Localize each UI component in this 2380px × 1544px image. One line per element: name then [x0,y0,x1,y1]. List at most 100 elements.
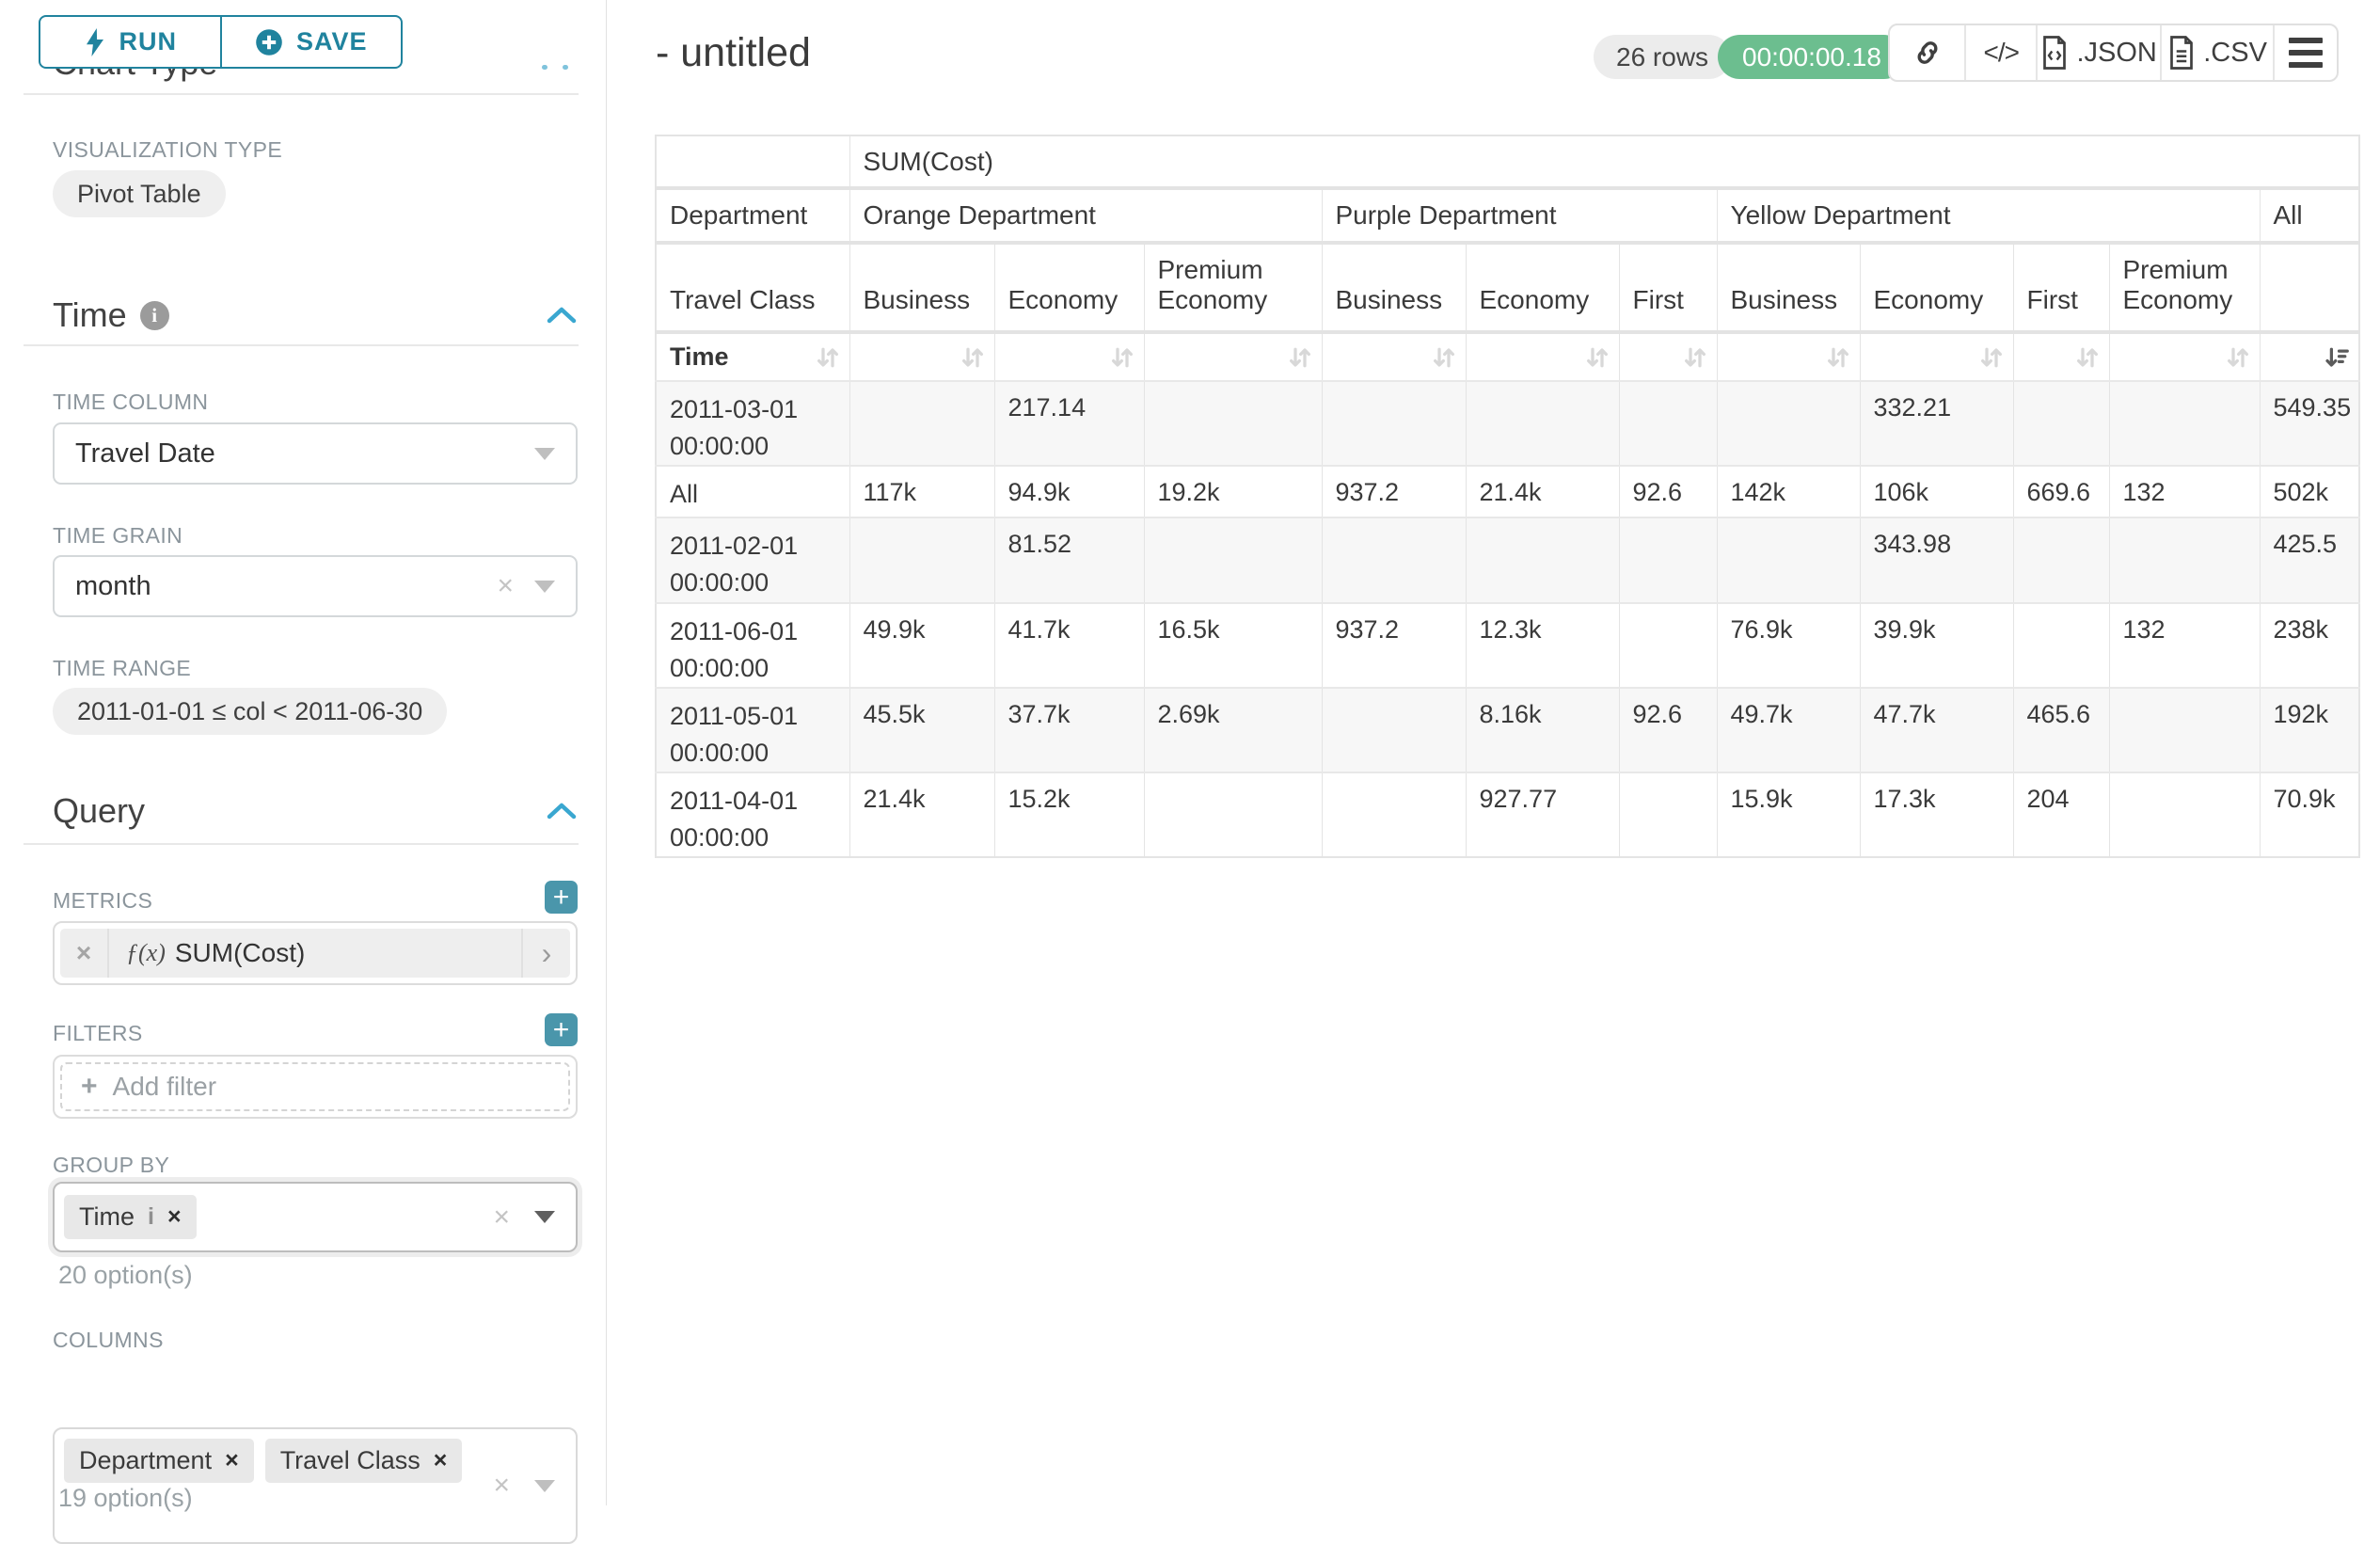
chip-label: Time [79,1202,135,1231]
chevron-right-icon[interactable]: › [521,929,570,978]
remove-chip-icon[interactable]: × [433,1447,448,1473]
column-sort-header[interactable] [1321,330,1466,381]
menu-button[interactable] [2272,25,2337,80]
sort-icon[interactable] [959,343,987,372]
time-column-select[interactable]: Travel Date [53,422,578,485]
filters-label: FILTERS [53,1021,143,1045]
value-cell [1618,601,1717,688]
group-by-select[interactable]: Time i × × [53,1182,578,1252]
column-sort-header[interactable] [1859,330,2013,381]
add-metric-button[interactable]: + [545,881,578,914]
column-sort-header[interactable] [1618,330,1717,381]
value-cell: 70.9k [2259,772,2359,858]
view-query-button[interactable]: </> [1964,25,2036,80]
value-cell [1143,772,1322,858]
pivot-table-container: SUM(Cost) Department Orange Department Purp… [655,135,2360,859]
value-cell [2108,686,2260,773]
remove-chip-icon[interactable]: × [225,1447,239,1473]
sort-icon[interactable] [2073,343,2102,372]
value-cell: 132 [2108,601,2260,688]
sort-desc-icon[interactable] [2323,343,2351,372]
sort-icon[interactable] [1977,343,2006,372]
sort-icon[interactable] [2224,343,2252,372]
value-cell: 45.5k [849,686,994,773]
metrics-label: METRICS [53,888,153,913]
run-button-label: RUN [119,27,177,56]
value-cell: 21.4k [1465,465,1619,518]
travel-class-header: First [2012,241,2109,332]
row-dimension-sort-header[interactable]: Time [656,330,849,381]
plus-icon: + [81,1071,98,1102]
clear-x-icon[interactable]: × [493,1470,510,1501]
travel-class-header [2259,241,2359,332]
value-cell: 15.2k [993,772,1144,858]
sort-icon[interactable] [1583,343,1611,372]
row-header: 2011-06-01 00:00:00 [656,601,849,688]
value-cell: 49.7k [1716,686,1860,773]
sort-icon[interactable] [814,343,842,372]
table-row: All 117k 94.9k 19.2k 937.2 21.4k 92.6 142k 106k 6… [656,465,2359,518]
time-grain-select[interactable]: month × [53,555,578,617]
group-by-chip-time[interactable]: Time i × [64,1195,197,1239]
remove-metric-icon[interactable]: × [60,929,109,978]
sort-icon[interactable] [1286,343,1314,372]
column-sort-header[interactable] [2259,330,2359,381]
query-section-title: Query [53,791,146,830]
divider [24,93,579,95]
metric-chip[interactable]: × ƒ(x) SUM(Cost) › [60,929,570,978]
column-sort-header[interactable] [1465,330,1619,381]
visualization-type-pill[interactable]: Pivot Table [53,170,226,217]
sort-icon[interactable] [1681,343,1709,372]
columns-chip-department[interactable]: Department × [64,1439,254,1483]
travel-class-header: Premium Economy [2108,241,2260,332]
value-cell: 94.9k [993,465,1144,518]
group-by-label: GROUP BY [53,1153,170,1177]
chart-title[interactable]: - untitled [656,30,811,75]
scroll-dots [563,65,568,70]
column-sort-header[interactable] [993,330,1144,381]
export-csv-button[interactable]: .CSV [2160,25,2273,80]
columns-chip-travel-class[interactable]: Travel Class × [264,1439,463,1483]
sort-icon[interactable] [1108,343,1136,372]
caret-down-icon [534,447,555,460]
time-range-pill[interactable]: 2011-01-01 ≤ col < 2011-06-30 [53,688,448,735]
value-cell [1716,517,1860,603]
row-header: All [656,465,849,518]
time-range-label: TIME RANGE [53,656,192,680]
chevron-up-icon[interactable] [546,305,578,326]
column-group-header: All [2259,186,2359,243]
add-filter-plus-button[interactable]: + [545,1013,578,1046]
column-sort-header[interactable] [849,330,994,381]
save-button[interactable]: SAVE [219,17,402,67]
value-cell: 16.5k [1143,601,1322,688]
query-timer-badge: 00:00:00.18 [1718,35,1906,79]
value-cell: 19.2k [1143,465,1322,518]
table-row: 2011-04-01 00:00:00 21.4k 15.2k 927.77 15.9k… [656,772,2359,858]
column-sort-header[interactable] [2108,330,2260,381]
info-icon[interactable]: i [139,300,169,330]
time-range-value: 2011-01-01 ≤ col < 2011-06-30 [77,696,423,725]
sort-icon[interactable] [1824,343,1852,372]
value-cell: 117k [849,465,994,518]
info-icon[interactable]: i [148,1203,154,1230]
value-cell: 332.21 [1859,379,2013,467]
column-sort-header[interactable] [1143,330,1322,381]
value-cell: 76.9k [1716,601,1860,688]
value-cell: 49.9k [849,601,994,688]
chevron-up-icon[interactable] [546,801,578,821]
remove-chip-icon[interactable]: × [167,1203,182,1230]
clear-x-icon[interactable]: × [493,1201,510,1233]
query-section-header[interactable]: Query [53,791,578,831]
value-cell: 2.69k [1143,686,1322,773]
export-json-button[interactable]: .JSON [2036,25,2160,80]
time-section-header[interactable]: Time i [53,295,578,335]
sort-icon[interactable] [1430,343,1458,372]
column-sort-header[interactable] [2012,330,2109,381]
pivot-table: SUM(Cost) Department Orange Department Purp… [655,135,2360,859]
run-button[interactable]: RUN [40,17,220,67]
column-sort-header[interactable] [1716,330,1860,381]
clear-x-icon[interactable]: × [497,570,514,601]
copy-link-button[interactable] [1890,25,1964,80]
metrics-box: × ƒ(x) SUM(Cost) › [53,921,578,985]
add-filter-button[interactable]: + Add filter [60,1062,570,1111]
